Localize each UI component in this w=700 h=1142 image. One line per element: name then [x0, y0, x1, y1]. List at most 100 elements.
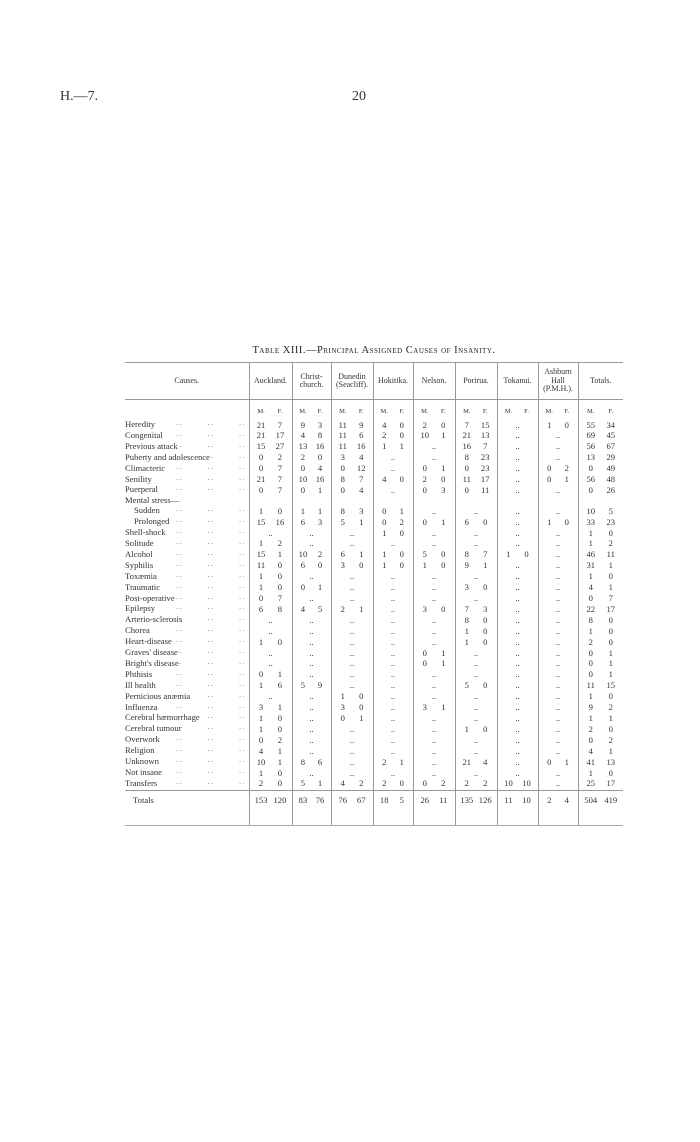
male-count: 1: [422, 560, 427, 571]
value-cell: ..: [412, 626, 455, 638]
value-cell: ..: [537, 702, 578, 714]
male-count: 2: [382, 430, 387, 441]
value-cell: 11 17: [454, 474, 497, 486]
value-cell: ..: [372, 615, 413, 627]
value-cell: ..: [412, 746, 455, 758]
table-row: Senility ·· ·· ·· 21 7 10 16 8 7 4 0 2 0 11 17.. 0 1 56 4…: [125, 474, 623, 486]
male-count: 3: [340, 452, 345, 463]
page-series-code: H.—7.: [60, 89, 99, 104]
column-header: Auckland.: [248, 362, 292, 400]
value-cell: 76 67: [330, 789, 373, 809]
cause-label: Solitude ·· ·· ··: [125, 539, 249, 550]
female-count: 1: [608, 560, 613, 571]
female-count: 1: [399, 441, 404, 452]
value-cell: 504 419: [577, 789, 623, 809]
spacer-cell: [291, 399, 331, 404]
cause-label: Mental stress—: [125, 496, 249, 506]
leader-dots: ·· ·· ··: [181, 725, 246, 734]
cause-label: Prolonged ·· ·· ··: [125, 517, 249, 528]
table-row: Previous attack ·· ·· ·· 15 27 13 16 11 16 1 1.. 1…: [125, 441, 623, 453]
female-count: 1: [608, 582, 613, 593]
female-count: 1: [608, 669, 613, 680]
table-row: Sudden ·· ·· ·· 1 0 1 1 8 3 0 1........ 10 5: [125, 505, 623, 518]
female-count: 1: [277, 702, 283, 713]
female-count: 4: [359, 452, 364, 463]
male-count: 1: [382, 441, 387, 452]
value-cell: ..: [496, 746, 538, 758]
female-count: 17: [606, 603, 616, 614]
value-cell: ..: [330, 757, 373, 768]
value-cell: ..: [537, 768, 578, 779]
male-count: 1: [340, 691, 345, 702]
value-cell: ..: [412, 539, 455, 550]
value-cell: 15 1: [248, 549, 292, 561]
female-count: 4: [483, 756, 488, 767]
value-cell: 56 67: [577, 441, 623, 453]
female-count: 2: [277, 538, 283, 549]
female-count: 2: [399, 516, 404, 527]
value-cell: ..: [330, 539, 373, 550]
sex-labels: M. F.: [537, 404, 578, 420]
value-cell: ..: [537, 713, 578, 725]
column-header: Totals.: [577, 362, 623, 400]
value-cell: ..: [412, 713, 455, 725]
female-count: 120: [273, 794, 287, 805]
male-count: 15: [256, 441, 266, 452]
sex-labels: M. F.: [412, 404, 455, 420]
end-cell: [125, 808, 249, 826]
female-count: 17: [606, 778, 616, 789]
value-cell: ..: [496, 604, 538, 616]
causes-of-insanity-table: Causes. Auckland. Christ-church. Dunedin (S…: [125, 362, 623, 826]
male-count: 0: [382, 505, 387, 516]
leader-dots: ·· ·· ··: [177, 442, 246, 451]
male-count: 0: [258, 484, 264, 495]
male-count: 2: [340, 603, 345, 614]
end-cell: [454, 808, 497, 826]
value-cell: ..: [496, 713, 538, 725]
value-cell: ..: [537, 626, 578, 638]
value-cell: ..: [537, 691, 578, 703]
female-label: F.: [358, 408, 364, 415]
female-count: 1: [441, 647, 446, 658]
male-count: 10: [420, 430, 430, 441]
male-count: 6: [300, 516, 306, 527]
column-header: Nelson.: [412, 362, 455, 400]
cause-label: Congenital ·· ·· ··: [125, 431, 249, 442]
cause-text: Senility: [125, 474, 152, 484]
female-count: 0: [399, 560, 404, 571]
cause-text: Mental stress—: [125, 496, 180, 506]
value-cell: ..: [330, 724, 373, 736]
cause-label: Unknown ·· ·· ··: [125, 757, 249, 768]
value-cell: ..: [496, 420, 538, 431]
value-cell: 10 5: [577, 506, 623, 518]
value-cell: ..: [291, 637, 331, 649]
cause-label: Syphilis ·· ·· ··: [125, 561, 249, 572]
value-cell: ..: [412, 582, 455, 594]
female-count: 9: [359, 419, 364, 430]
value-cell: ..: [291, 724, 331, 736]
page-number: 20: [352, 89, 366, 104]
female-count: 0: [608, 723, 613, 734]
female-count: 0: [359, 691, 364, 702]
value-cell: 55 34: [577, 420, 623, 431]
female-count: 26: [606, 484, 616, 495]
male-count: 2: [300, 452, 306, 463]
female-count: 1: [441, 430, 446, 441]
female-label: F.: [440, 408, 446, 415]
sex-labels: M. F.: [291, 404, 331, 420]
blank-cell: [125, 404, 249, 420]
cause-text: Previous attack: [125, 441, 178, 451]
female-count: 0: [483, 625, 488, 636]
value-cell: 33 23: [577, 517, 623, 529]
cause-text: Epilepsy: [125, 604, 156, 614]
cause-text: Alcohol: [125, 549, 153, 559]
female-count: 0: [564, 419, 569, 430]
value-cell: ..: [496, 441, 538, 453]
